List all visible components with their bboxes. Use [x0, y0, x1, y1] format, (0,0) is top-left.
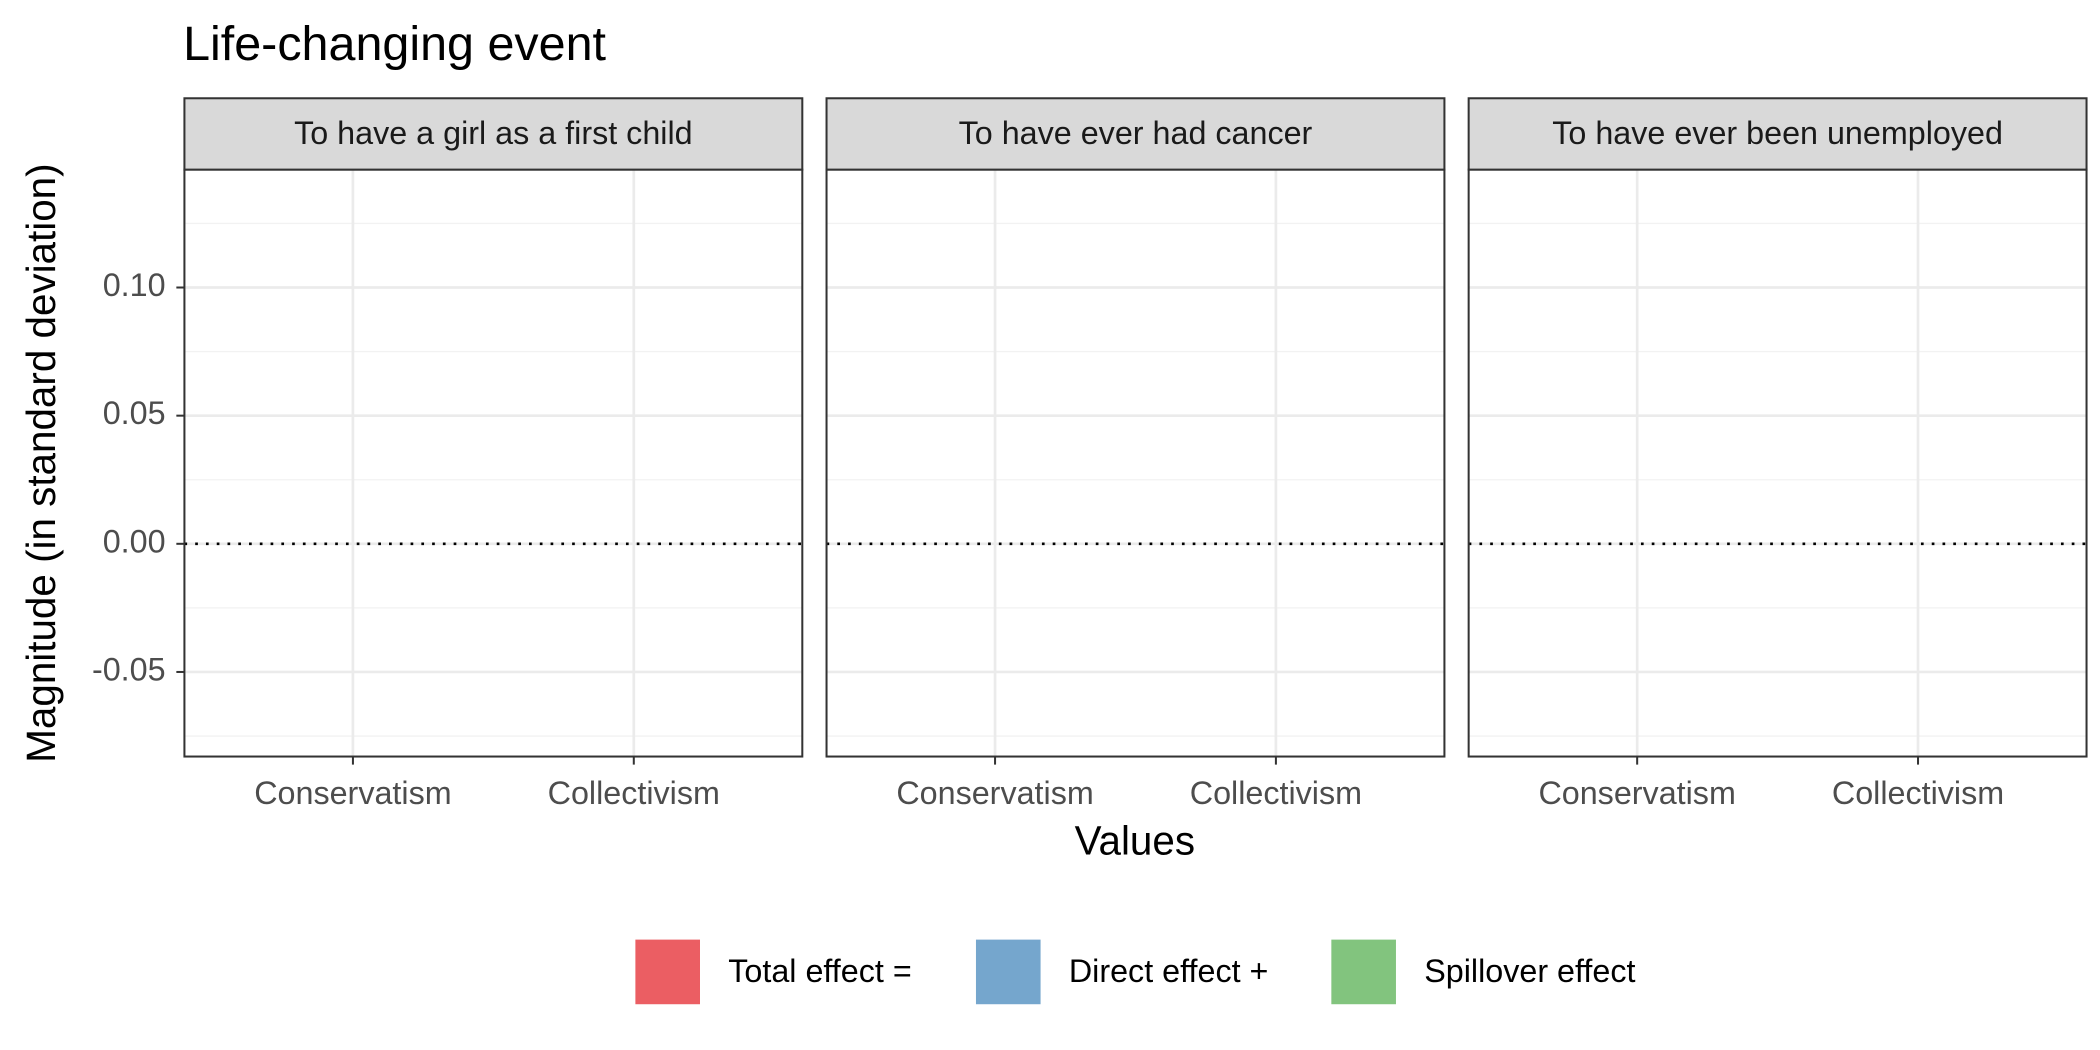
x-tick-label: Collectivism [1832, 775, 2004, 811]
x-axis-title: Values [1075, 818, 1195, 864]
strip [1467, 97, 2088, 171]
legend-key [1331, 939, 1396, 1005]
strip-label: To have ever been unemployed [1552, 115, 2003, 151]
panel-background [184, 169, 803, 757]
strip-label: To have a girl as a first child [294, 115, 693, 151]
y-tick-label: 0.05 [103, 395, 166, 431]
strip [183, 97, 804, 171]
y-tick-label: -0.05 [92, 651, 166, 687]
legend-key [975, 939, 1041, 1005]
x-tick-label: Conservatism [1538, 775, 1735, 811]
strip [825, 97, 1446, 171]
chart-title: Life-changing event [183, 17, 606, 71]
x-tick-label: Conservatism [896, 775, 1093, 811]
x-tick-label: Conservatism [254, 775, 451, 811]
legend-label: Direct effect + [1069, 953, 1269, 989]
legend-label: Total effect = [728, 953, 911, 989]
panel-background [1468, 169, 2087, 757]
y-axis-title: Magnitude (in standard deviation) [18, 163, 64, 762]
x-tick-label: Collectivism [548, 775, 720, 811]
panel-background [826, 169, 1445, 757]
y-tick-label: 0.00 [103, 523, 166, 559]
legend-label: Spillover effect [1424, 953, 1635, 989]
strip-label: To have ever had cancer [959, 115, 1313, 151]
y-tick-label: 0.10 [103, 267, 166, 303]
x-tick-label: Collectivism [1190, 775, 1362, 811]
legend-key [635, 939, 700, 1005]
